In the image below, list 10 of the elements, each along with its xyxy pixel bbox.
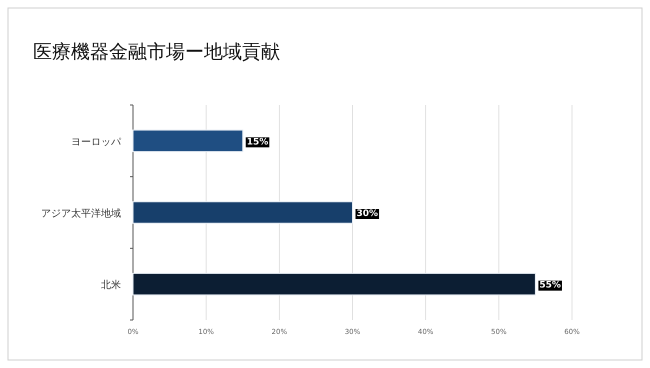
bar <box>132 201 353 224</box>
y-tick-label: アジア太平洋地域 <box>41 208 121 220</box>
chart-title: 医療機器金融市場ー地域貢献 <box>33 41 280 63</box>
y-tick-label: 北米 <box>101 279 121 292</box>
data-label: 30% <box>356 209 378 219</box>
bar <box>132 130 244 152</box>
y-tick-label: ヨーロッパ <box>71 136 122 148</box>
data-label: 55% <box>539 280 561 291</box>
data-label: 15% <box>246 137 268 148</box>
bar <box>132 272 536 296</box>
